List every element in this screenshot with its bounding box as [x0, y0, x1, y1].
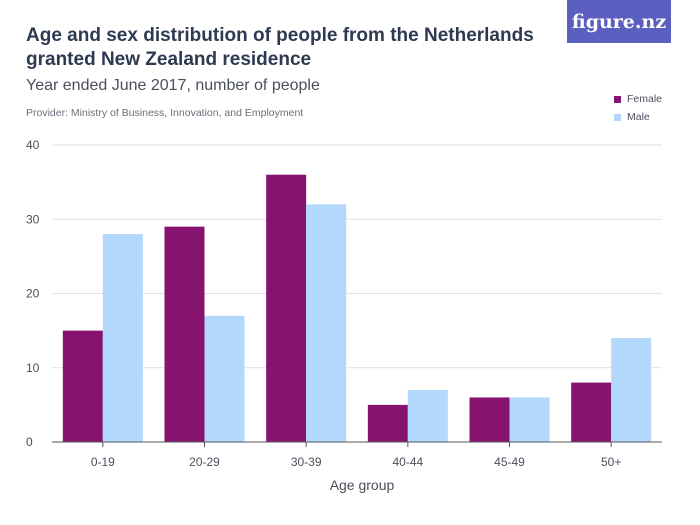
figure-nz-logo[interactable]: figure.nz: [567, 0, 671, 43]
bar-female-40-44: [367, 404, 408, 442]
legend-swatch-female: [614, 95, 621, 103]
y-tick-label: 10: [26, 361, 40, 375]
x-tick-label: 20-29: [189, 455, 220, 469]
legend-item-female: Female: [614, 90, 662, 108]
bars: [62, 174, 652, 442]
bar-male-30-39: [306, 204, 347, 442]
bar-female-45-49: [469, 397, 510, 442]
x-tick-label: 0-19: [91, 455, 115, 469]
x-tick-label: 30-39: [291, 455, 322, 469]
y-tick-label: 40: [26, 138, 40, 152]
legend-label-male: Male: [627, 111, 650, 123]
y-tick-label: 20: [26, 287, 40, 301]
legend-swatch-male: [614, 113, 621, 121]
bar-male-20-29: [204, 315, 245, 442]
legend-item-male: Male: [614, 108, 662, 126]
chart-title: Age and sex distribution of people from …: [26, 25, 534, 70]
bar-male-40-44: [407, 390, 448, 442]
y-tick-label: 30: [26, 212, 40, 226]
x-tick-label: 40-44: [392, 455, 423, 469]
axes: 0 10 20 30 40 0-19 20-29 30-39 40-44 45-49 50+: [26, 138, 662, 469]
bar-male-45-49: [509, 397, 550, 442]
x-tick-label: 50+: [601, 455, 621, 469]
y-tick-label: 0: [26, 435, 33, 449]
chart-legend: Female Male: [614, 90, 662, 126]
data-provider: Provider: Ministry of Business, Innovati…: [26, 107, 304, 119]
chart-subtitle: Year ended June 2017, number of people: [26, 77, 320, 94]
x-tick-label: 45-49: [494, 455, 525, 469]
gridlines: [52, 144, 662, 369]
bar-male-0-19: [102, 234, 143, 442]
x-axis-title: Age group: [330, 477, 395, 493]
bar-male-50+: [611, 338, 652, 442]
bar-female-50+: [571, 382, 612, 442]
bar-female-0-19: [62, 330, 103, 442]
bar-female-20-29: [164, 226, 205, 442]
bar-female-30-39: [266, 174, 307, 442]
legend-label-female: Female: [627, 93, 663, 105]
